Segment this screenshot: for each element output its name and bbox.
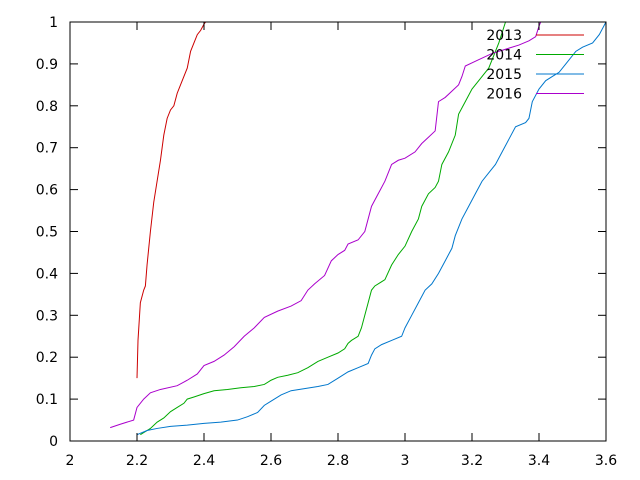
y-tick-label: 0.6 <box>36 183 58 199</box>
legend-label-2013: 2013 <box>486 28 522 44</box>
x-tick-label: 2.6 <box>260 453 282 469</box>
y-tick-label: 0.5 <box>36 225 58 241</box>
legend-label-2015: 2015 <box>486 67 522 83</box>
axis-layer: 2 2.2 2.4 2.6 2.8 3 3.2 3.4 3.6 0 0.1 0.2 0.3 0.4 0.5 0… <box>36 15 617 469</box>
x-tick-label: 2 <box>66 453 75 469</box>
series-line-2016 <box>110 21 542 429</box>
y-tick-label: 1 <box>49 15 58 31</box>
y-tick-label: 0.1 <box>36 392 58 408</box>
y-tick-label: 0.8 <box>36 99 58 115</box>
series-layer <box>110 21 607 436</box>
x-tick-label: 3.4 <box>528 453 550 469</box>
y-tick-label: 0.7 <box>36 141 58 157</box>
x-tick-label: 2.8 <box>327 453 349 469</box>
x-tick-label: 3.6 <box>595 453 617 469</box>
legend: 2013 2014 2015 2016 <box>486 28 584 103</box>
x-tick-label: 3.2 <box>461 453 483 469</box>
series-line-2013 <box>136 21 207 379</box>
y-tick-label: 0.4 <box>36 266 58 282</box>
x-tick-label: 2.4 <box>193 453 215 469</box>
legend-label-2016: 2016 <box>486 87 522 103</box>
y-tick-label: 0.3 <box>36 308 58 324</box>
x-tick-label: 3 <box>401 453 410 469</box>
y-tick-label: 0.2 <box>36 350 58 366</box>
y-tick-label: 0 <box>49 434 58 450</box>
series-line-2014 <box>140 21 506 436</box>
y-tick-label: 0.9 <box>36 57 58 73</box>
x-tick-label: 2.2 <box>126 453 148 469</box>
legend-label-2014: 2014 <box>486 48 522 64</box>
